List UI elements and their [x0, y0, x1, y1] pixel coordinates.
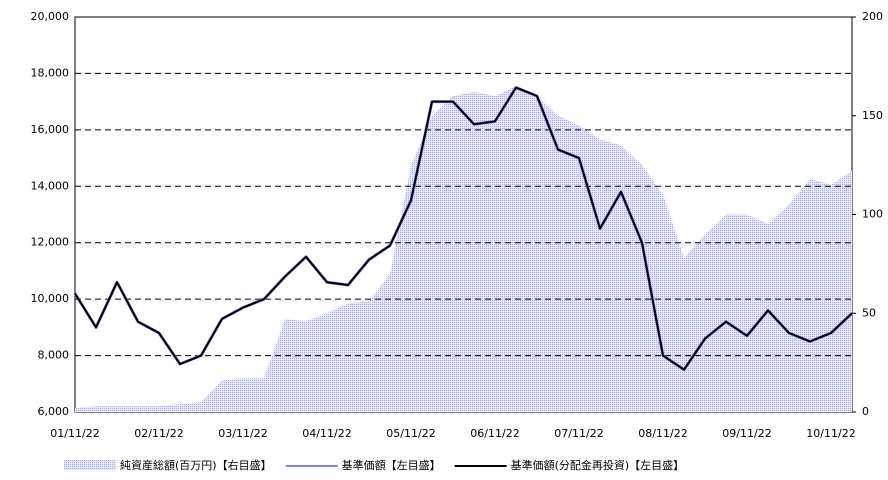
y2-tick-label: 0 [862, 405, 869, 418]
x-tick-label: 09/11/22 [722, 427, 771, 440]
y2-tick-label: 100 [862, 208, 883, 221]
x-tick-label: 07/11/22 [554, 427, 603, 440]
legend-label: 基準価額(分配金再投資)【左目盛】 [511, 458, 685, 472]
x-tick-label: 06/11/22 [470, 427, 519, 440]
y-tick-label: 10,000 [31, 292, 70, 305]
y-tick-label: 6,000 [38, 405, 70, 418]
x-tick-label: 03/11/22 [218, 427, 267, 440]
y-tick-label: 20,000 [31, 10, 70, 23]
x-tick-label: 04/11/22 [302, 427, 351, 440]
y-tick-label: 16,000 [31, 123, 70, 136]
legend-label: 基準価額【左目盛】 [342, 458, 441, 472]
y-tick-label: 18,000 [31, 66, 70, 79]
x-tick-label: 08/11/22 [638, 427, 687, 440]
legend-swatch [64, 460, 116, 470]
y2-tick-label: 50 [862, 306, 876, 319]
y2-tick-label: 150 [862, 109, 883, 122]
y-tick-label: 14,000 [31, 179, 70, 192]
y-tick-label: 8,000 [38, 349, 70, 362]
y2-tick-label: 200 [862, 10, 883, 23]
line [74, 86, 853, 371]
legend: 純資産総額(百万円)【右目盛】 基準価額【左目盛】 基準価額(分配金再投資)【左目盛… [64, 458, 684, 472]
x-tick-label: 10/11/22 [806, 427, 855, 440]
legend-label: 純資産総額(百万円)【右目盛】 [120, 458, 272, 472]
x-tick-label: 01/11/22 [50, 427, 99, 440]
x-tick-label: 05/11/22 [386, 427, 435, 440]
x-tick-label: 02/11/22 [134, 427, 183, 440]
y-tick-label: 12,000 [31, 236, 70, 249]
